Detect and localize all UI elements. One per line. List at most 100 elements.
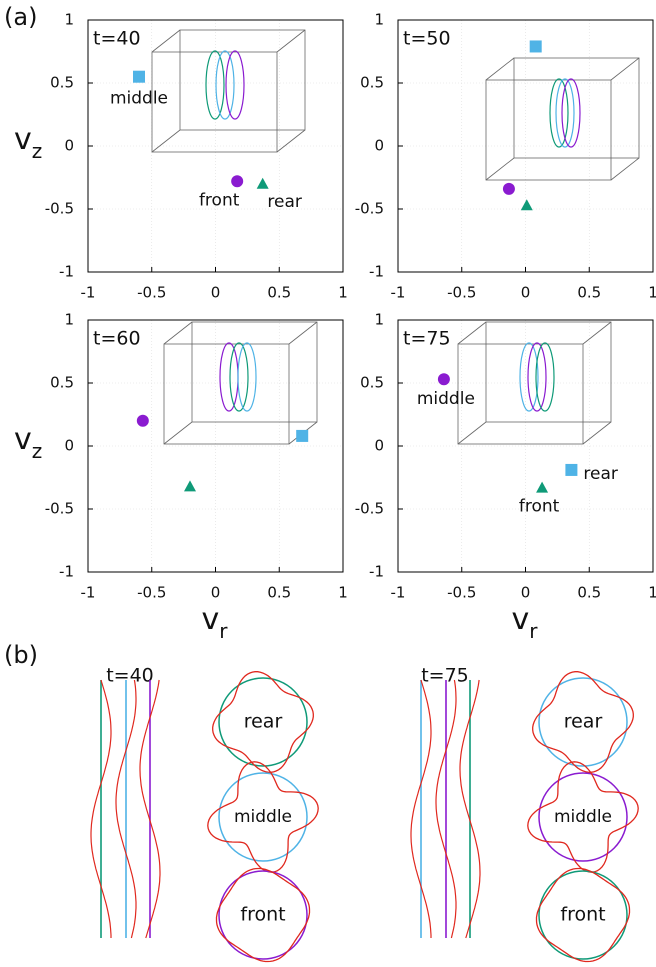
- point: [231, 175, 244, 188]
- y-tick-label: 0.5: [360, 74, 384, 92]
- y-tick-label: 0.5: [50, 374, 74, 392]
- box-edge: [151, 29, 181, 53]
- panel-title: t=75: [403, 328, 451, 350]
- box-back: [179, 29, 306, 131]
- x-tick-label: -1: [391, 284, 406, 302]
- perturbed-ring: [212, 671, 314, 773]
- y-tick-label: -0.5: [45, 200, 74, 218]
- point: [296, 429, 309, 442]
- ring-outline: [535, 342, 555, 412]
- label-main: v: [14, 122, 32, 157]
- ring-outline: [205, 50, 225, 120]
- point: [437, 373, 450, 386]
- point-label: middle: [417, 389, 475, 409]
- y-tick-label: 0.5: [360, 374, 384, 392]
- inset-3d-box: [151, 29, 306, 153]
- point: [256, 177, 269, 189]
- box-edge: [276, 129, 306, 153]
- y-axis-label: vz: [14, 122, 42, 163]
- point: [502, 182, 515, 195]
- y-tick-label: -1: [369, 563, 384, 581]
- ring-front-view: [218, 772, 308, 862]
- y-axis-label: vz: [14, 422, 42, 463]
- point-label: rear: [583, 464, 617, 484]
- x-tick-label: 0: [211, 584, 221, 602]
- plot-frame: [397, 19, 654, 273]
- ring-label: middle: [234, 807, 292, 827]
- ring-outline: [555, 78, 575, 148]
- y-tick-label: -1: [59, 563, 74, 581]
- ring-label: front: [240, 904, 285, 926]
- perturbed-ring: [535, 867, 631, 963]
- y-tick-label: 0.5: [50, 74, 74, 92]
- ring-label: front: [560, 904, 605, 926]
- inset-3d-box: [485, 57, 640, 181]
- y-tick-label: -1: [59, 263, 74, 281]
- box-back: [485, 321, 612, 423]
- perturbed-side-view: [410, 679, 432, 938]
- ring-outline: [561, 78, 581, 148]
- x-tick-label: 0.5: [267, 284, 291, 302]
- x-tick-label: 1: [338, 584, 348, 602]
- box-edge: [485, 157, 515, 181]
- x-tick-label: 1: [338, 284, 348, 302]
- box-edge: [582, 321, 612, 345]
- label-sub: z: [32, 139, 43, 163]
- ring-front-view: [538, 772, 628, 862]
- ring-front-view: [538, 870, 628, 960]
- y-tick-label: 0: [64, 137, 74, 155]
- ring-label: rear: [564, 711, 603, 733]
- ring-outline: [527, 342, 547, 412]
- y-tick-label: -0.5: [355, 500, 384, 518]
- x-tick-label: -1: [391, 584, 406, 602]
- inset-3d-box: [457, 321, 612, 445]
- perturbed-ring: [207, 761, 319, 873]
- panel-b-title: t=40: [106, 665, 154, 687]
- x-axis-label: vr: [512, 602, 539, 643]
- perturbed-ring: [532, 671, 634, 773]
- point: [136, 414, 149, 427]
- point: [529, 40, 542, 53]
- box-edge: [288, 321, 318, 345]
- box-back: [191, 321, 318, 423]
- y-tick-label: 0: [374, 437, 384, 455]
- x-tick-label: 0: [521, 284, 531, 302]
- point: [536, 481, 549, 493]
- x-tick-label: 0.5: [577, 284, 601, 302]
- ring-front-view: [218, 677, 308, 767]
- y-tick-label: 1: [64, 11, 74, 29]
- y-tick-label: -1: [369, 263, 384, 281]
- x-tick-label: -1: [81, 584, 96, 602]
- point-label: rear: [267, 192, 301, 212]
- x-tick-label: -0.5: [447, 284, 476, 302]
- box-edge: [485, 57, 515, 81]
- point-label: front: [519, 497, 560, 517]
- label-main: v: [14, 422, 32, 457]
- box-back: [513, 57, 640, 159]
- point-label: middle: [110, 89, 168, 109]
- x-tick-label: -0.5: [137, 584, 166, 602]
- point-label: front: [199, 190, 240, 210]
- x-tick-label: 1: [648, 584, 656, 602]
- label-sub: r: [219, 619, 228, 643]
- y-tick-label: -0.5: [45, 500, 74, 518]
- ring-outline: [237, 342, 257, 412]
- box-edge: [163, 421, 193, 445]
- x-tick-label: 0.5: [267, 584, 291, 602]
- panel-title: t=50: [403, 28, 451, 50]
- y-tick-label: -0.5: [355, 200, 384, 218]
- ring-outline: [229, 342, 249, 412]
- x-axis-label: vr: [202, 602, 229, 643]
- perturbed-side-view: [139, 679, 161, 939]
- plot-frame: [397, 319, 654, 573]
- x-tick-label: -1: [81, 284, 96, 302]
- perturbed-ring: [215, 867, 311, 963]
- box-front: [485, 79, 612, 181]
- box-edge: [582, 421, 612, 445]
- x-tick-label: -0.5: [137, 284, 166, 302]
- y-tick-label: 1: [374, 11, 384, 29]
- x-tick-label: 0: [211, 284, 221, 302]
- label-sub: r: [529, 619, 538, 643]
- plot-frame: [87, 19, 344, 273]
